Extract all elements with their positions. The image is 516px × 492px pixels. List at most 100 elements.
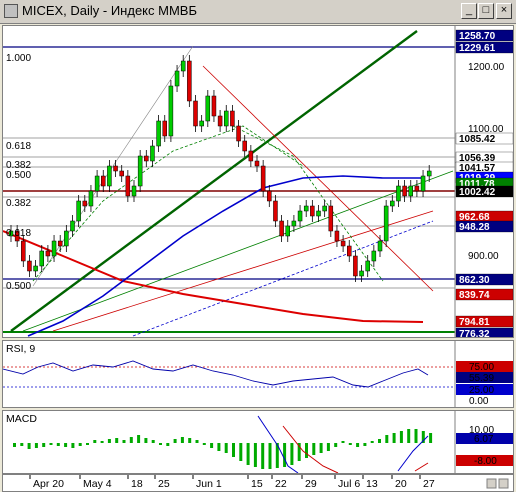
trend-line-red (52, 210, 434, 332)
macd-bar (297, 443, 301, 461)
price-tag (455, 41, 513, 54)
price-tag (455, 132, 513, 145)
macd-tag (456, 433, 513, 444)
minimize-button[interactable]: _ (461, 3, 477, 19)
chart-app-icon (4, 4, 18, 18)
rsi-tick: 25.00 (469, 385, 494, 396)
rsi-panel[interactable]: RSI, 9 75.00 55.39 25.00 0.00 (2, 340, 514, 408)
macd-bar (49, 443, 53, 445)
macd-bar (166, 443, 170, 446)
candle-body (322, 205, 327, 212)
candle-body (291, 220, 297, 227)
date-tick-label: Apr 20 (33, 478, 64, 490)
macd-bar (144, 438, 148, 443)
fib-label: 0.618 (6, 141, 31, 152)
price-tag (455, 315, 513, 328)
candle-body (347, 245, 352, 257)
rsi-tick: 0.00 (469, 396, 489, 407)
date-tick-label: 25 (158, 478, 170, 490)
macd-bar (13, 443, 16, 447)
date-tick-label: 20 (395, 478, 407, 490)
candle-body (279, 220, 284, 237)
price-axis-tick: 1100.00 (468, 124, 504, 135)
macd-bar (224, 443, 228, 453)
candle-body (310, 205, 315, 217)
macd-bar (319, 443, 323, 453)
date-axis: Apr 20 May 4 18 25 Jun 1 15 22 29 Jul 6 13 20 27 (2, 474, 514, 492)
macd-bar (34, 443, 38, 448)
candle-body (137, 155, 143, 187)
macd-bar (341, 441, 345, 443)
candle-body (199, 120, 204, 127)
macd-bar (429, 433, 433, 443)
date-tick-label: 29 (305, 478, 317, 490)
macd-bar (56, 443, 60, 446)
price-tag (455, 288, 513, 301)
fan-line-red (202, 65, 434, 292)
rsi-svg[interactable]: RSI, 9 75.00 55.39 25.00 0.00 (3, 341, 513, 407)
candle-body (131, 185, 137, 197)
fib-label: 0.382 (6, 198, 31, 209)
fib-label: 1.000 (6, 53, 31, 64)
date-tick-label: May 4 (83, 478, 112, 490)
rsi-line (3, 360, 429, 388)
price-tag-label: 1011.78 (459, 179, 495, 190)
macd-svg[interactable]: MACD 10.00 6.07 -8.00 (3, 411, 513, 473)
close-button[interactable]: × (496, 3, 512, 19)
macd-bar (290, 443, 294, 465)
fib-label: 0.500 (6, 281, 31, 292)
ma-red-long (3, 230, 424, 323)
price-tag (455, 29, 513, 42)
candle-body (260, 165, 266, 192)
candle-body (426, 170, 432, 177)
macd-bar (93, 440, 97, 443)
macd-bar (275, 443, 279, 468)
macd-panel[interactable]: MACD 10.00 6.07 -8.00 (2, 410, 514, 474)
fan-arc-green (32, 125, 304, 282)
price-chart-panel[interactable]: 1.000 0.618 0.382 0.500 0.382 0.618 0.50… (2, 25, 514, 338)
macd-bar (261, 443, 265, 469)
title-bar[interactable]: MICEX, Daily - Индекс ММВБ _ □ × (0, 0, 516, 24)
candle-body (267, 190, 272, 202)
candle-body (390, 200, 395, 207)
candle-body (82, 200, 88, 207)
scroll-left-button[interactable] (486, 478, 497, 489)
macd-line-right (397, 435, 429, 472)
macd-bar (64, 443, 68, 447)
maximize-button[interactable]: □ (478, 3, 494, 19)
macd-bar (356, 443, 360, 447)
candle-body (340, 240, 346, 247)
candle-body (193, 100, 198, 127)
macd-bar (210, 443, 214, 448)
price-tag-label: 862.30 (459, 275, 490, 286)
candle-body (76, 200, 81, 222)
macd-bar (217, 443, 221, 451)
candle-body (156, 120, 161, 147)
date-tick-label: Jul 6 (338, 478, 360, 490)
trend-line-green-thin (22, 170, 454, 332)
macd-bar (159, 443, 162, 445)
candle-body (113, 165, 118, 172)
date-tick-label: Jun 1 (196, 478, 222, 490)
scroll-right-button[interactable] (498, 478, 509, 489)
macd-bar (253, 443, 257, 467)
date-axis-svg: Apr 20 May 4 18 25 Jun 1 15 22 29 Jul 6 13 20 27 (29, 475, 509, 490)
price-chart-svg[interactable]: 1.000 0.618 0.382 0.500 0.382 0.618 0.50… (3, 26, 513, 337)
candle-body (236, 125, 241, 142)
candle-body (150, 145, 155, 162)
macd-bar (370, 441, 374, 443)
macd-bar (129, 437, 133, 443)
fib-label: 0.618 (6, 228, 31, 239)
macd-bar (137, 435, 141, 443)
rsi-title: RSI, 9 (6, 343, 35, 355)
candle-body (402, 185, 407, 197)
candle-body (377, 240, 383, 252)
candle-body (45, 250, 51, 257)
fan-arc-green-2 (232, 125, 384, 282)
macd-bar (188, 438, 192, 443)
trend-line-blue-dashed (132, 220, 434, 337)
candle-body (230, 110, 235, 127)
candle-body (303, 205, 309, 212)
macd-bar (202, 443, 206, 445)
candle-body (371, 250, 377, 262)
